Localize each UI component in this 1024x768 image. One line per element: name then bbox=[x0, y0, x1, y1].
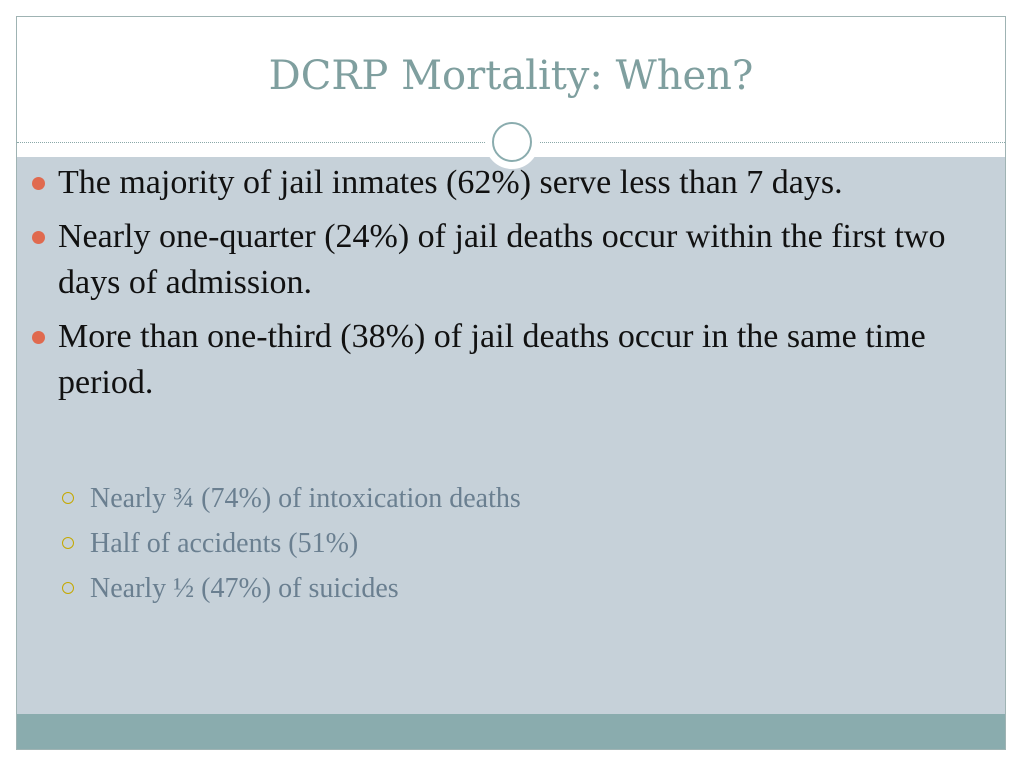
subbullet-text: Nearly ¾ (74%) of intoxication deaths bbox=[90, 483, 521, 514]
bullet-dot-icon bbox=[32, 231, 45, 244]
subbullet-item: Half of accidents (51%) bbox=[60, 521, 940, 566]
bullet-item: Nearly one-quarter (24%) of jail deaths … bbox=[30, 214, 960, 306]
subbullet-item: Nearly ¾ (74%) of intoxication deaths bbox=[60, 476, 940, 521]
ornament-ring bbox=[492, 122, 532, 162]
hollow-circle-icon bbox=[62, 492, 74, 504]
bullet-item: More than one-third (38%) of jail deaths… bbox=[30, 314, 960, 406]
bullet-text: More than one-third (38%) of jail deaths… bbox=[58, 318, 926, 401]
bullet-list: The majority of jail inmates (62%) serve… bbox=[30, 160, 960, 414]
bullet-dot-icon bbox=[32, 177, 45, 190]
content-area bbox=[17, 157, 1005, 715]
hollow-circle-icon bbox=[62, 537, 74, 549]
hollow-circle-icon bbox=[62, 582, 74, 594]
bullet-dot-icon bbox=[32, 331, 45, 344]
bullet-text: The majority of jail inmates (62%) serve… bbox=[58, 164, 843, 201]
bullet-item: The majority of jail inmates (62%) serve… bbox=[30, 160, 960, 206]
subbullet-text: Half of accidents (51%) bbox=[90, 528, 359, 559]
subbullet-text: Nearly ½ (47%) of suicides bbox=[90, 573, 399, 604]
bullet-text: Nearly one-quarter (24%) of jail deaths … bbox=[58, 218, 946, 301]
circle-ornament-icon bbox=[485, 115, 539, 169]
footer-bar bbox=[17, 714, 1005, 749]
subbullet-item: Nearly ½ (47%) of suicides bbox=[60, 566, 940, 611]
subbullet-list: Nearly ¾ (74%) of intoxication deaths Ha… bbox=[60, 476, 940, 611]
slide-title: DCRP Mortality: When? bbox=[268, 53, 754, 99]
slide-frame: DCRP Mortality: When? bbox=[16, 16, 1006, 750]
